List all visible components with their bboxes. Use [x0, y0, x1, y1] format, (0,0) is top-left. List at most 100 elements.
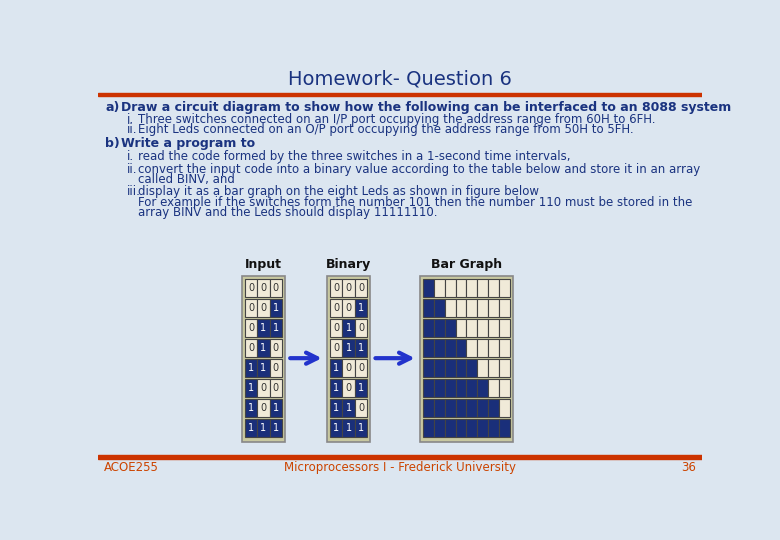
Bar	[445, 339, 456, 356]
Bar	[488, 419, 499, 437]
Bar	[445, 399, 456, 417]
Bar	[98, 455, 702, 459]
Text: 0: 0	[333, 303, 339, 313]
Bar	[270, 339, 282, 356]
Text: 0: 0	[261, 403, 267, 413]
Bar	[98, 65, 702, 92]
Text: 1: 1	[261, 323, 267, 333]
Text: 0: 0	[333, 283, 339, 293]
Text: a): a)	[105, 101, 119, 114]
Text: display it as a bar graph on the eight Leds as shown in figure below: display it as a bar graph on the eight L…	[138, 185, 539, 198]
Bar	[434, 299, 445, 316]
Bar	[423, 419, 434, 437]
Bar	[330, 319, 342, 336]
Bar	[445, 359, 456, 377]
Bar	[270, 379, 282, 397]
Bar	[434, 279, 445, 296]
Bar	[488, 339, 499, 356]
Bar	[477, 339, 488, 356]
Bar	[499, 339, 510, 356]
Text: 0: 0	[358, 323, 364, 333]
Text: 0: 0	[261, 283, 267, 293]
Text: 1: 1	[248, 383, 254, 393]
Bar	[499, 419, 510, 437]
Bar	[342, 419, 355, 437]
Bar	[257, 339, 270, 356]
Bar	[355, 299, 367, 316]
Bar	[257, 419, 270, 437]
Bar	[488, 399, 499, 417]
Text: 1: 1	[346, 423, 352, 433]
Text: Microprocessors I - Frederick University: Microprocessors I - Frederick University	[284, 461, 516, 474]
Bar	[499, 279, 510, 296]
Text: 1: 1	[248, 423, 254, 433]
Bar	[257, 359, 270, 377]
Bar	[499, 399, 510, 417]
Bar	[270, 279, 282, 296]
Bar	[456, 379, 466, 397]
Bar	[466, 399, 477, 417]
Bar	[477, 299, 488, 316]
Bar	[456, 279, 466, 296]
Bar	[456, 419, 466, 437]
Bar	[423, 379, 434, 397]
Bar	[330, 419, 342, 437]
Bar	[445, 299, 456, 316]
Bar	[355, 379, 367, 397]
Bar	[257, 399, 270, 417]
Text: read the code formed by the three switches in a 1-second time intervals,: read the code formed by the three switch…	[138, 150, 570, 163]
Text: 0: 0	[346, 283, 352, 293]
Bar	[456, 339, 466, 356]
Text: 0: 0	[248, 343, 254, 353]
Text: 1: 1	[333, 423, 339, 433]
Text: 0: 0	[273, 343, 278, 353]
Text: 0: 0	[273, 283, 278, 293]
Bar	[257, 319, 270, 336]
Text: 1: 1	[333, 383, 339, 393]
Text: 1: 1	[333, 363, 339, 373]
Bar	[355, 419, 367, 437]
Bar	[245, 339, 257, 356]
Text: 1: 1	[248, 403, 254, 413]
Text: Homework- Question 6: Homework- Question 6	[288, 69, 512, 88]
Bar	[434, 339, 445, 356]
Text: 0: 0	[261, 303, 267, 313]
Text: 1: 1	[261, 343, 267, 353]
Text: 36: 36	[681, 461, 696, 474]
Bar	[245, 279, 257, 296]
Bar	[445, 279, 456, 296]
Bar	[477, 419, 488, 437]
Bar	[466, 299, 477, 316]
Bar	[330, 339, 342, 356]
Text: 1: 1	[273, 403, 278, 413]
Bar	[245, 419, 257, 437]
Text: Draw a circuit diagram to show how the following can be interfaced to an 8088 sy: Draw a circuit diagram to show how the f…	[121, 101, 731, 114]
Bar	[245, 359, 257, 377]
Bar	[488, 279, 499, 296]
Bar	[423, 319, 434, 336]
Text: 1: 1	[261, 363, 267, 373]
Bar	[477, 399, 488, 417]
Bar	[434, 379, 445, 397]
Bar	[466, 359, 477, 377]
Bar	[456, 299, 466, 316]
Bar	[423, 339, 434, 356]
Bar	[488, 359, 499, 377]
Bar	[420, 276, 513, 442]
Text: Bar Graph: Bar Graph	[431, 258, 502, 271]
Bar	[434, 399, 445, 417]
Bar	[488, 299, 499, 316]
Bar	[342, 379, 355, 397]
Bar	[270, 419, 282, 437]
Bar	[355, 339, 367, 356]
Bar	[327, 276, 370, 442]
Bar	[330, 299, 342, 316]
Text: For example if the switches form the number 101 then the number 110 must be stor: For example if the switches form the num…	[138, 195, 692, 208]
Bar	[456, 359, 466, 377]
Bar	[456, 399, 466, 417]
Bar	[330, 279, 342, 296]
Bar	[456, 319, 466, 336]
Bar	[270, 299, 282, 316]
Bar	[434, 359, 445, 377]
Text: Three switches connected on an I/P port occupying the address range from 60H to : Three switches connected on an I/P port …	[138, 112, 655, 125]
